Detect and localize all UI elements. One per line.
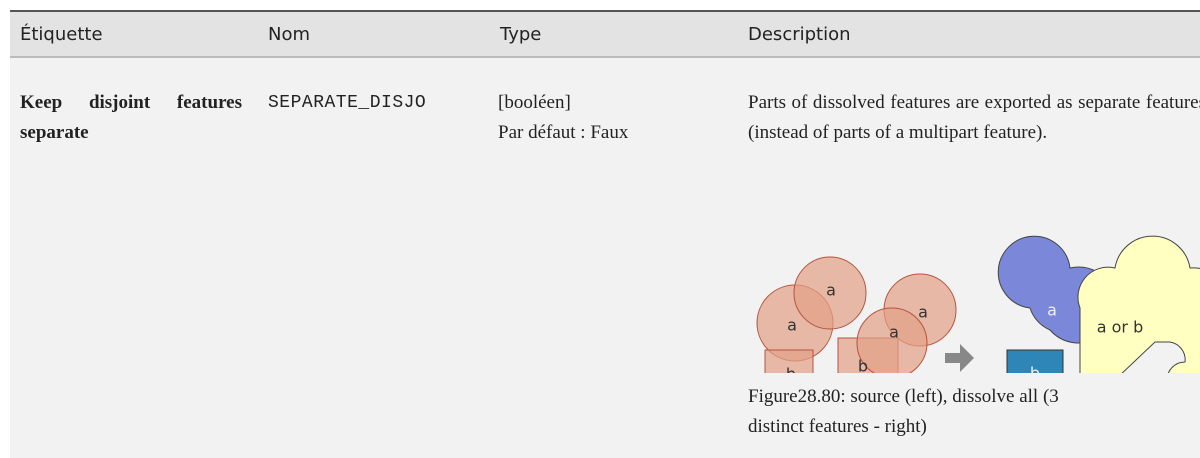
parameter-table: Étiquette Nom Type Description Keep disj…	[10, 10, 1200, 458]
label-cell: Keep disjoint features separate	[20, 92, 242, 143]
type-text: [booléen]	[498, 92, 571, 113]
table-row: Keep disjoint features separate SEPARATE…	[10, 58, 1200, 458]
figure-label: a	[826, 281, 836, 300]
caption-line: distinct features - right)	[748, 416, 927, 437]
type-cell: [booléen] Par défaut : Faux	[498, 88, 628, 148]
figure-label: b	[858, 357, 868, 374]
header-cell: Étiquette	[20, 24, 103, 45]
header-cell: Nom	[268, 24, 311, 45]
name-cell: SEPARATE_DISJO	[268, 93, 427, 113]
table-header: Étiquette Nom Type Description	[10, 12, 1200, 58]
figure-label: a	[889, 323, 899, 342]
figure-caption: Figure28.80: source (left), dissolve all…	[748, 382, 1200, 442]
default-text: Par défaut : Faux	[498, 122, 629, 143]
figure: a a a a b b a a b a or b	[756, 235, 1200, 374]
figure-label: b	[786, 365, 796, 374]
header-cell: Description	[748, 24, 851, 45]
figure-label: a	[1047, 301, 1057, 320]
figure-label: a	[918, 303, 928, 322]
figure-label: a	[787, 316, 797, 335]
caption-line: Figure28.80: source (left), dissolve all…	[748, 386, 1059, 407]
description-cell: Parts of dissolved features are exported…	[748, 92, 1200, 143]
figure-label: a or b	[1097, 318, 1144, 337]
header-cell: Type	[500, 24, 542, 45]
figure-label: b	[1030, 364, 1040, 374]
